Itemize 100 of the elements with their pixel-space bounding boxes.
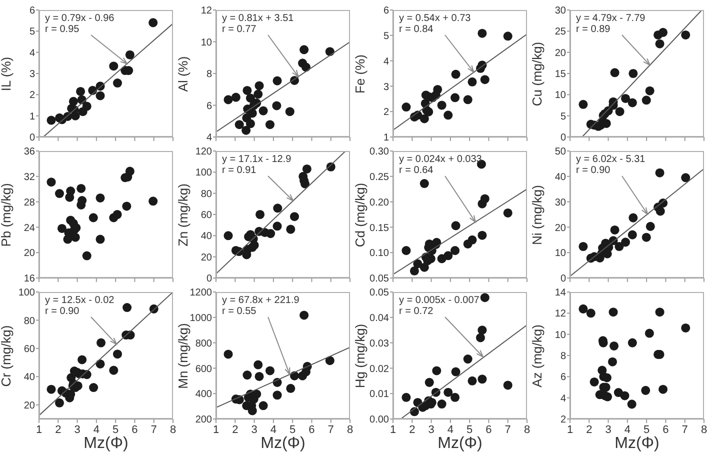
x-tick-label: 8 bbox=[524, 424, 530, 436]
y-tick-label: 0.30 bbox=[370, 146, 390, 158]
y-tick-label: 80 bbox=[24, 316, 36, 327]
x-tick-label: 2 bbox=[55, 424, 62, 436]
y-axis-title: Mn (mg/kg) bbox=[176, 322, 190, 388]
x-axis-title: Mz(Φ) bbox=[614, 435, 660, 453]
x-tick-label: 6 bbox=[486, 424, 492, 436]
x-tick-label: 5 bbox=[290, 424, 296, 436]
y-tick-label: 16 bbox=[24, 274, 36, 285]
x-tick-label: 7 bbox=[682, 424, 688, 436]
y-tick-label: 0.05 bbox=[370, 274, 390, 285]
x-tick-label: 3 bbox=[428, 424, 434, 436]
y-tick-label: 200 bbox=[195, 414, 212, 426]
annotation: y = 67.8x + 221.9 r = 0.55 bbox=[222, 295, 300, 317]
y-tick-label: 30 bbox=[554, 197, 566, 208]
y-tick-label: 2 bbox=[560, 414, 566, 426]
y-tick-label: 20 bbox=[24, 248, 36, 260]
y-tick-label: 0.03 bbox=[370, 338, 390, 350]
y-tick-label: 25 bbox=[554, 26, 566, 38]
y-tick-label: 0 bbox=[560, 132, 566, 144]
y-tick-label: 0.20 bbox=[370, 197, 390, 208]
y-tick-label: 0.00 bbox=[370, 414, 390, 426]
y-tick-label: 10 bbox=[554, 330, 566, 341]
y-tick-label: 5 bbox=[29, 26, 36, 38]
x-tick-label: 8 bbox=[170, 424, 176, 436]
y-axis-title: Cd (mg/kg) bbox=[352, 182, 368, 247]
annotation: y = 0.81x + 3.51 r = 0.77 bbox=[222, 13, 294, 35]
x-tick-label: 8 bbox=[700, 424, 707, 436]
y-tick-label: 2 bbox=[383, 107, 390, 118]
x-tick-label: 8 bbox=[346, 424, 354, 436]
y-tick-label: 24 bbox=[24, 222, 36, 234]
y-tick-label: 0 bbox=[206, 274, 212, 285]
y-axis-title: Zn (mg/kg) bbox=[176, 183, 190, 246]
y-tick-label: 0.04 bbox=[370, 312, 390, 324]
x-tick-label: 3 bbox=[605, 424, 612, 436]
y-axis-title: IL (%) bbox=[0, 56, 14, 91]
y-axis-title: Fe (%) bbox=[352, 54, 368, 93]
y-tick-label: 0 bbox=[29, 132, 36, 144]
y-axis-title: Pb (mg/kg) bbox=[0, 182, 14, 246]
y-tick-label: 3 bbox=[383, 82, 390, 93]
annotation: y = 0.54x + 0.73 r = 0.84 bbox=[399, 13, 472, 35]
y-axis-title: Cr (mg/kg) bbox=[0, 324, 14, 386]
y-tick-label: 0.15 bbox=[370, 222, 390, 234]
y-tick-label: 36 bbox=[24, 146, 36, 158]
y-tick-label: 12 bbox=[200, 6, 212, 17]
y-tick-label: 120 bbox=[195, 146, 212, 158]
x-tick-label: 6 bbox=[662, 424, 669, 436]
y-tick-label: 6 bbox=[383, 6, 390, 17]
y-tick-label: 1 bbox=[29, 111, 36, 122]
annotation: y = 6.02x - 5.31 r = 0.90 bbox=[576, 154, 646, 176]
y-tick-label: 15 bbox=[554, 69, 566, 80]
y-axis-title: Ni (mg/kg) bbox=[530, 184, 544, 244]
x-tick-label: 5 bbox=[112, 424, 119, 436]
x-tick-label: 6 bbox=[308, 424, 315, 436]
annotation: y = 0.005x - 0.007 r = 0.72 bbox=[399, 295, 480, 317]
y-tick-label: 80 bbox=[200, 188, 212, 200]
y-tick-label: 6 bbox=[206, 100, 212, 112]
y-tick-label: 12 bbox=[554, 308, 566, 320]
y-tick-label: 8 bbox=[206, 69, 212, 80]
annotation: y = 0.024x + 0.033 r = 0.64 bbox=[399, 154, 482, 176]
y-tick-label: 30 bbox=[554, 6, 566, 17]
x-tick-label: 2 bbox=[586, 424, 592, 436]
x-axis-title: Mz(Φ) bbox=[260, 435, 306, 453]
x-axis-title: Mz(Φ) bbox=[436, 435, 484, 453]
annotation: y = 12.5x - 0.02 r = 0.90 bbox=[45, 295, 115, 317]
y-tick-label: 800 bbox=[195, 338, 212, 350]
x-tick-label: 5 bbox=[466, 424, 473, 436]
y-tick-label: 50 bbox=[554, 146, 566, 158]
y-tick-label: 6 bbox=[560, 372, 566, 384]
y-tick-label: 40 bbox=[24, 372, 36, 384]
y-tick-label: 32 bbox=[24, 172, 36, 183]
y-tick-label: 0.01 bbox=[370, 389, 390, 400]
y-tick-label: 0.05 bbox=[370, 288, 390, 299]
y-tick-label: 20 bbox=[554, 222, 566, 234]
x-tick-label: 4 bbox=[270, 424, 276, 436]
x-tick-label: 4 bbox=[447, 424, 454, 436]
y-axis-title: Az (mg/kg) bbox=[530, 324, 544, 387]
y-tick-label: 400 bbox=[195, 389, 212, 400]
x-tick-label: 4 bbox=[624, 424, 630, 436]
y-tick-label: 0 bbox=[560, 274, 566, 285]
y-tick-label: 4 bbox=[560, 393, 566, 404]
x-tick-label: 7 bbox=[150, 424, 157, 436]
y-tick-label: 10 bbox=[554, 90, 566, 102]
y-tick-label: 600 bbox=[195, 364, 212, 375]
y-axis-title: Hg (mg/kg) bbox=[352, 323, 368, 388]
y-tick-label: 4 bbox=[29, 48, 36, 59]
y-tick-label: 3 bbox=[29, 69, 36, 80]
y-tick-label: 8 bbox=[560, 351, 566, 362]
y-tick-label: 1200 bbox=[190, 288, 212, 299]
y-tick-label: 6 bbox=[29, 6, 36, 17]
y-tick-label: 2 bbox=[29, 90, 36, 102]
y-tick-label: 4 bbox=[206, 132, 212, 144]
annotation: y = 17.1x - 12.9 r = 0.91 bbox=[222, 154, 292, 176]
y-tick-label: 60 bbox=[200, 210, 212, 222]
y-tick-label: 10 bbox=[200, 37, 212, 48]
y-axis-title: Al (%) bbox=[176, 56, 190, 92]
annotation: y = 0.79x - 0.96 r = 0.95 bbox=[45, 13, 115, 35]
annotation: y = 4.79x - 7.79 r = 0.89 bbox=[576, 13, 646, 35]
y-tick-label: 20 bbox=[200, 252, 212, 264]
y-tick-label: 20 bbox=[24, 400, 36, 412]
